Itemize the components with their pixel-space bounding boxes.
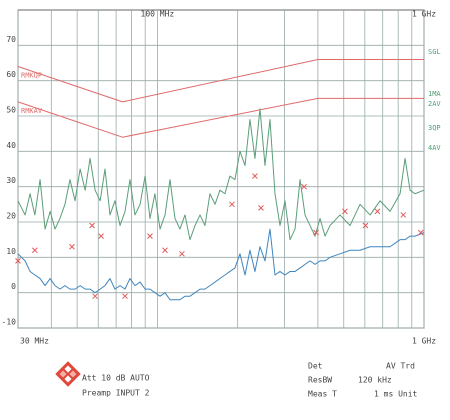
footer-text: AV Trd (386, 362, 415, 371)
marker (89, 222, 95, 229)
marker (229, 201, 235, 208)
logo-cell (69, 370, 77, 378)
y-tick-label: 50 (6, 106, 16, 115)
trace-label: 4AV (428, 144, 441, 152)
marker (122, 293, 128, 300)
x-tick-label-top: 100 MHz (141, 10, 175, 19)
y-tick-label: 20 (6, 212, 16, 221)
footer-text: Preamp INPUT 2 (82, 389, 150, 398)
trace-label: 1MA (428, 90, 441, 98)
footer-text: Det (308, 362, 323, 371)
marker (301, 183, 307, 190)
marker (400, 212, 407, 218)
marker (258, 205, 264, 211)
trace-label: 2AV (428, 100, 441, 108)
y-tick-label: 10 (6, 247, 16, 256)
footer-text: Meas T (308, 390, 337, 399)
limit-label: RMKQP (21, 72, 42, 80)
marker (69, 243, 75, 250)
marker (98, 233, 104, 239)
x-tick-label: 30 MHz (20, 337, 49, 346)
marker (92, 293, 98, 300)
x-tick-label-top: 1 GHz (412, 10, 436, 19)
trace (17, 228, 425, 301)
marker (342, 208, 348, 215)
plot-frame (17, 9, 425, 329)
trace (17, 108, 425, 241)
marker (179, 250, 185, 257)
marker (31, 247, 38, 254)
y-tick-label: 40 (6, 141, 16, 150)
trace (17, 97, 424, 138)
trace (17, 58, 424, 103)
y-tick-label: -10 (2, 318, 17, 327)
y-tick-label: 0 (11, 282, 16, 291)
footer-text: ResBW (308, 376, 332, 385)
limit-label: RMKAV (21, 107, 43, 115)
footer-text: 120 kHz (358, 376, 392, 385)
footer-text: 1 ms Unit (374, 390, 418, 399)
marker (374, 208, 381, 215)
marker (162, 247, 168, 254)
marker (313, 229, 319, 236)
x-tick-label: 1 GHz (412, 337, 436, 346)
y-tick-label: 70 (6, 35, 16, 44)
logo-cell (59, 370, 67, 378)
y-tick-label: 60 (6, 70, 16, 79)
marker (252, 173, 258, 179)
logo (55, 361, 81, 387)
logo-diamond (55, 361, 81, 387)
footer-text: Att 10 dB AUTO (82, 374, 150, 383)
marker (147, 233, 153, 239)
marker (362, 222, 369, 229)
y-tick-label: 30 (6, 176, 16, 185)
marker (417, 229, 424, 236)
trace-label: SGL (428, 48, 441, 56)
marker (15, 258, 21, 264)
trace-label: 3QP (428, 124, 441, 132)
